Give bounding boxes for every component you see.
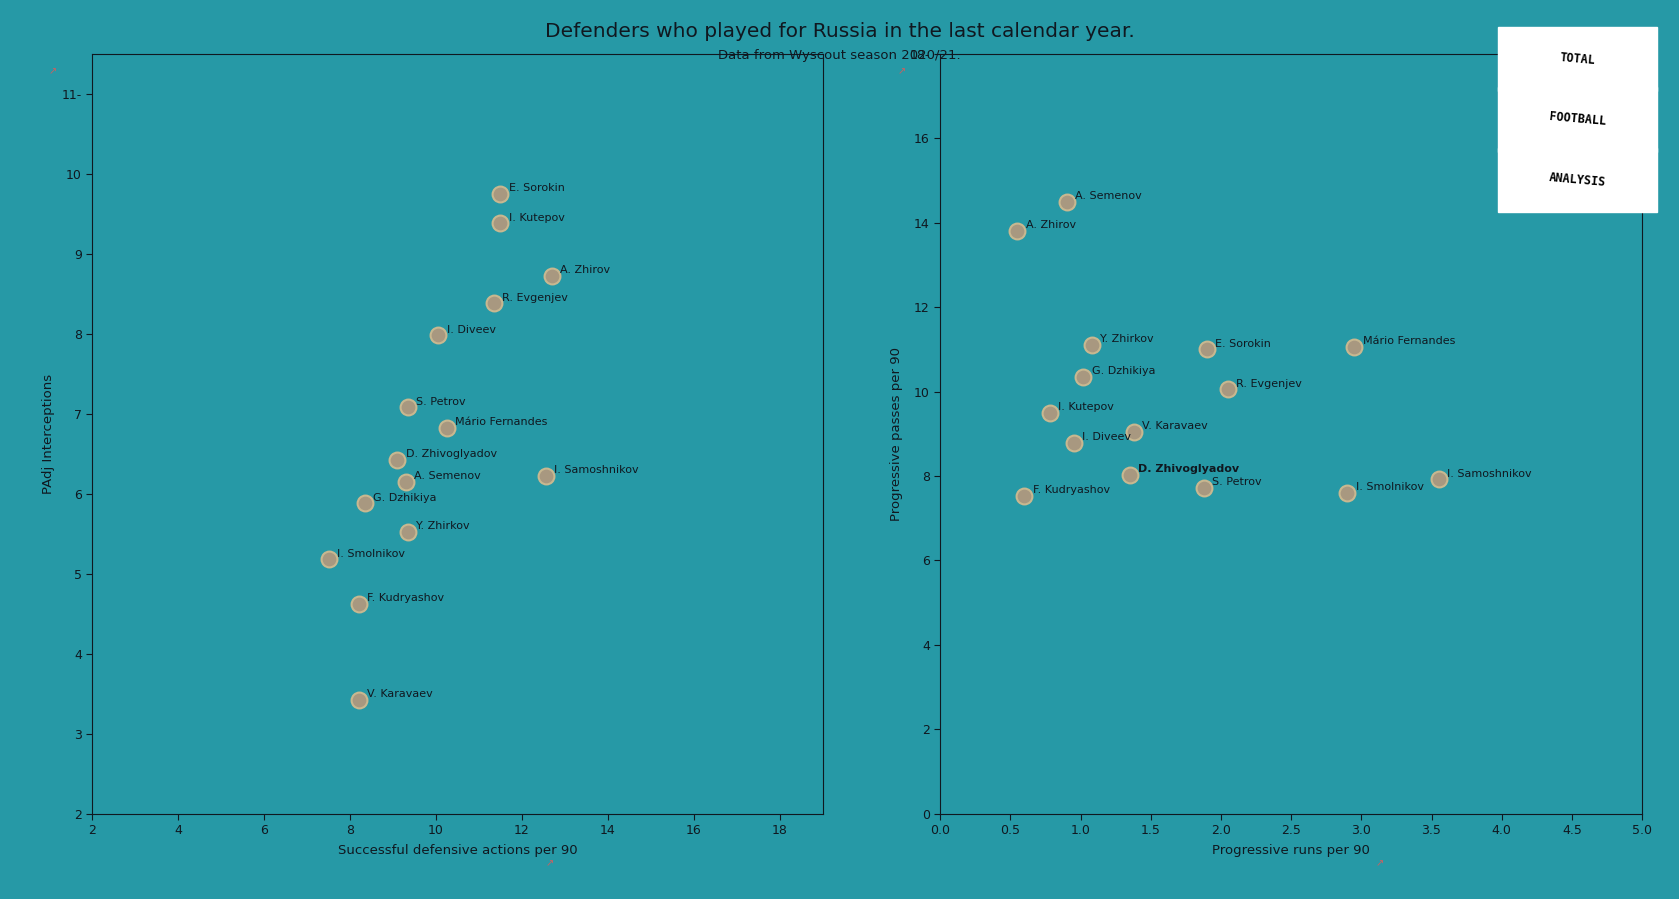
Text: I. Samoshnikov: I. Samoshnikov bbox=[1447, 468, 1531, 478]
Text: D. Zhivoglyadov: D. Zhivoglyadov bbox=[1138, 465, 1239, 475]
Point bbox=[1004, 224, 1031, 238]
Point bbox=[346, 597, 373, 611]
Point bbox=[1117, 468, 1143, 483]
Point bbox=[1190, 481, 1217, 495]
Text: A. Zhirov: A. Zhirov bbox=[1026, 220, 1076, 230]
Point bbox=[1036, 405, 1063, 420]
Text: I. Diveev: I. Diveev bbox=[1081, 432, 1132, 442]
Text: F. Kudryashov: F. Kudryashov bbox=[1033, 485, 1110, 495]
Text: I. Kutepov: I. Kutepov bbox=[1058, 402, 1113, 412]
Point bbox=[487, 187, 514, 201]
Point bbox=[351, 496, 378, 511]
Text: I. Smolnikov: I. Smolnikov bbox=[337, 548, 405, 558]
Text: I. Samoshnikov: I. Samoshnikov bbox=[554, 466, 638, 476]
Point bbox=[1214, 382, 1241, 396]
Text: Mário Fernandes: Mário Fernandes bbox=[455, 417, 547, 427]
Text: A. Semenov: A. Semenov bbox=[1075, 191, 1142, 200]
Text: D. Zhivoglyadov: D. Zhivoglyadov bbox=[406, 450, 497, 459]
Text: ↗: ↗ bbox=[1375, 858, 1383, 868]
FancyBboxPatch shape bbox=[1498, 147, 1657, 212]
Point bbox=[1078, 338, 1105, 352]
Text: V. Karavaev: V. Karavaev bbox=[368, 690, 433, 699]
Text: A. Semenov: A. Semenov bbox=[415, 471, 482, 481]
Point bbox=[1011, 489, 1038, 503]
Text: Y. Zhirkov: Y. Zhirkov bbox=[416, 521, 470, 531]
FancyBboxPatch shape bbox=[1498, 87, 1657, 152]
Text: F. Kudryashov: F. Kudryashov bbox=[368, 593, 445, 603]
Text: Mário Fernandes: Mário Fernandes bbox=[1363, 336, 1456, 346]
Point bbox=[1333, 485, 1360, 500]
Text: Data from Wyscout season 2020/21.: Data from Wyscout season 2020/21. bbox=[719, 49, 960, 62]
Text: S. Petrov: S. Petrov bbox=[416, 396, 467, 406]
X-axis label: Successful defensive actions per 90: Successful defensive actions per 90 bbox=[337, 844, 578, 857]
Point bbox=[1120, 424, 1147, 439]
Text: E. Sorokin: E. Sorokin bbox=[1216, 339, 1271, 349]
Y-axis label: Progressive passes per 90: Progressive passes per 90 bbox=[890, 347, 903, 521]
Point bbox=[1425, 472, 1452, 486]
Text: ↗: ↗ bbox=[546, 858, 554, 868]
Point bbox=[393, 475, 420, 489]
Point bbox=[395, 400, 421, 414]
Point bbox=[1342, 340, 1368, 354]
Point bbox=[433, 421, 460, 435]
Point bbox=[539, 269, 566, 283]
Point bbox=[384, 453, 411, 467]
Text: I. Kutepov: I. Kutepov bbox=[509, 213, 564, 223]
Text: R. Evgenjev: R. Evgenjev bbox=[1236, 378, 1303, 388]
Point bbox=[532, 469, 559, 484]
Point bbox=[425, 328, 452, 343]
Point bbox=[346, 693, 373, 708]
Point bbox=[316, 552, 343, 566]
Text: ANALYSIS: ANALYSIS bbox=[1548, 171, 1607, 189]
Point bbox=[1059, 436, 1086, 450]
Text: V. Karavaev: V. Karavaev bbox=[1142, 421, 1207, 431]
Text: TOTAL: TOTAL bbox=[1560, 51, 1595, 67]
Point bbox=[1070, 369, 1096, 384]
Point bbox=[487, 217, 514, 231]
Text: G. Dzhikiya: G. Dzhikiya bbox=[1091, 366, 1155, 376]
Point bbox=[1194, 343, 1221, 357]
Text: ↗: ↗ bbox=[898, 67, 905, 76]
Text: A. Zhirov: A. Zhirov bbox=[561, 265, 611, 275]
FancyBboxPatch shape bbox=[1498, 27, 1657, 91]
Text: Defenders who played for Russia in the last calendar year.: Defenders who played for Russia in the l… bbox=[544, 22, 1135, 41]
Point bbox=[1053, 194, 1080, 209]
Text: FOOTBALL: FOOTBALL bbox=[1548, 111, 1607, 129]
Text: S. Petrov: S. Petrov bbox=[1212, 477, 1263, 487]
Text: Y. Zhirkov: Y. Zhirkov bbox=[1100, 334, 1153, 344]
Text: ↗: ↗ bbox=[49, 67, 55, 76]
Text: G. Dzhikiya: G. Dzhikiya bbox=[373, 493, 437, 503]
Text: R. Evgenjev: R. Evgenjev bbox=[502, 293, 568, 303]
X-axis label: Progressive runs per 90: Progressive runs per 90 bbox=[1212, 844, 1370, 857]
Point bbox=[395, 525, 421, 539]
Point bbox=[480, 297, 507, 311]
Text: E. Sorokin: E. Sorokin bbox=[509, 183, 564, 193]
Text: I. Diveev: I. Diveev bbox=[447, 325, 495, 334]
Y-axis label: PAdj Interceptions: PAdj Interceptions bbox=[42, 374, 55, 494]
Text: I. Smolnikov: I. Smolnikov bbox=[1355, 482, 1424, 492]
